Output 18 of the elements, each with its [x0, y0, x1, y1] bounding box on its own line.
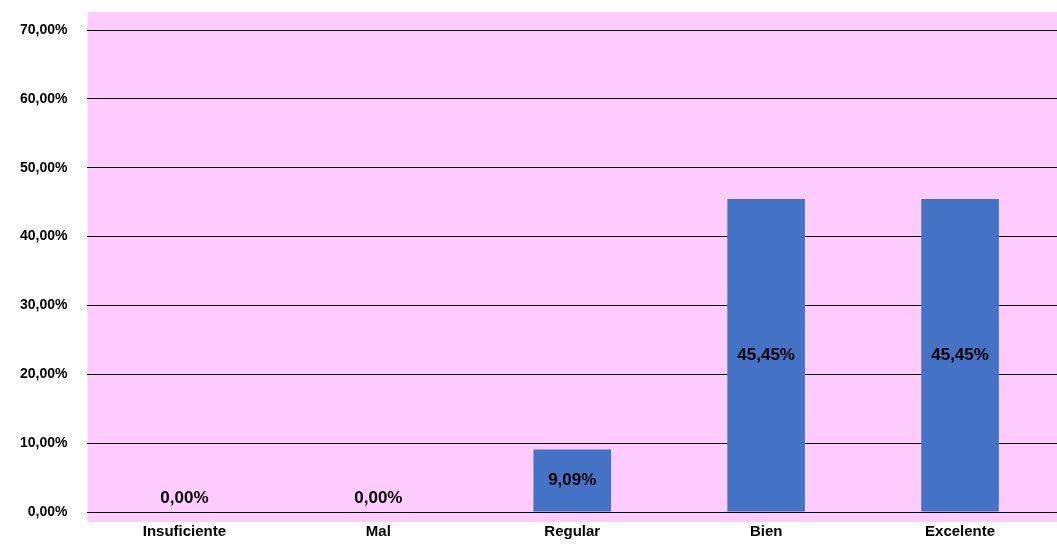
- y-tick-label: 0,00%: [27, 502, 69, 519]
- y-tick-label: 10,00%: [20, 434, 69, 450]
- data-label: 45,45%: [737, 344, 795, 364]
- data-label: 0,00%: [354, 487, 403, 507]
- y-tick-label: 50,00%: [20, 158, 69, 175]
- data-label: 0,00%: [160, 487, 209, 507]
- data-label: 9,09%: [548, 470, 597, 490]
- x-tick-label: Mal: [365, 522, 391, 540]
- y-tick-label: 30,00%: [20, 296, 69, 313]
- x-tick-label: Insuficiente: [142, 522, 227, 540]
- y-tick-label: 40,00%: [20, 227, 69, 244]
- x-tick-label: Bien: [749, 522, 783, 540]
- y-tick-label: 60,00%: [20, 89, 69, 106]
- y-tick-label: 20,00%: [20, 365, 69, 382]
- y-tick-label: 70,00%: [20, 20, 69, 37]
- x-tick-label: Regular: [544, 522, 601, 540]
- data-label: 45,45%: [931, 344, 989, 364]
- x-tick-label: Excelente: [925, 522, 996, 540]
